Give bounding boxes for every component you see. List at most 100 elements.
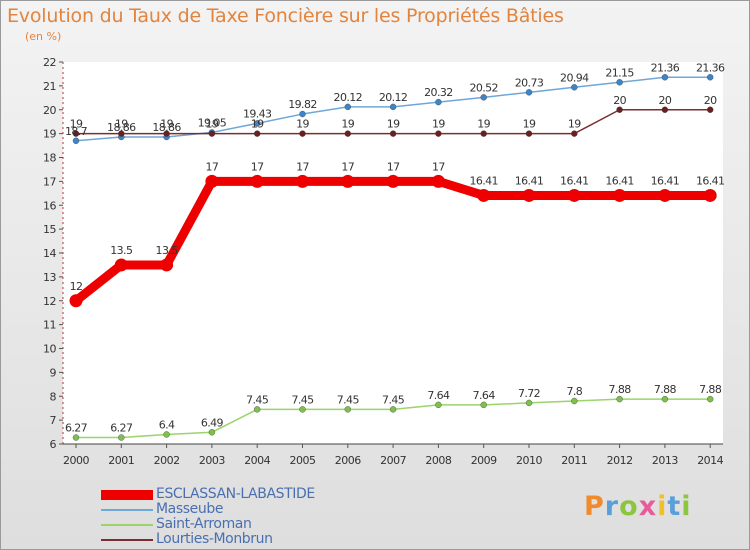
logo-letter: P	[584, 491, 605, 522]
data-point	[480, 130, 487, 137]
data-label: 19.82	[288, 98, 317, 111]
data-label: 20.52	[469, 81, 498, 94]
data-label: 16.41	[605, 174, 634, 187]
data-point	[525, 89, 533, 96]
data-point	[118, 434, 125, 441]
data-point	[296, 174, 309, 188]
series-masseube	[72, 74, 714, 144]
data-point	[72, 130, 80, 137]
x-tick-label: 2003	[199, 454, 225, 467]
data-point	[118, 130, 125, 137]
data-label: 7.8	[566, 385, 582, 398]
data-point	[389, 406, 397, 413]
data-point	[114, 258, 128, 272]
legend-label: Lourties-Monbrun	[156, 531, 273, 547]
data-label: 7.64	[427, 389, 450, 402]
y-tick-label: 21	[43, 80, 56, 93]
data-point	[344, 130, 351, 137]
data-label: 13.5	[110, 244, 133, 257]
data-label: 20	[704, 94, 717, 107]
data-point	[160, 258, 174, 272]
data-point	[616, 106, 623, 113]
data-point	[480, 94, 487, 101]
data-label: 19.05	[198, 116, 227, 129]
data-label: 20.32	[424, 86, 453, 99]
data-point	[435, 130, 442, 137]
data-point	[480, 401, 487, 409]
x-tick-label: 2001	[108, 454, 134, 467]
x-tick-label: 2004	[244, 454, 270, 467]
logo-letter: t	[667, 491, 682, 522]
data-label: 7.88	[699, 383, 722, 396]
data-point	[658, 188, 672, 202]
data-point	[435, 401, 442, 409]
data-point	[661, 106, 669, 113]
legend-swatch	[101, 490, 153, 500]
logo-letter: x	[638, 491, 658, 522]
data-point	[299, 130, 306, 137]
y-tick-label: 7	[50, 414, 57, 427]
data-point	[522, 188, 536, 202]
x-tick-label: 2013	[652, 454, 678, 467]
x-tick-label: 2000	[63, 454, 89, 467]
data-point	[208, 429, 216, 436]
data-point	[389, 130, 397, 137]
series-esclassan-labastide	[69, 174, 717, 308]
data-label: 20	[658, 94, 671, 107]
data-labels-layer: 18.7 18.86 18.86 19.05 19.43 19.82 20.12 20.12 2…	[65, 61, 726, 435]
data-point	[435, 98, 442, 106]
x-tick-label: 2010	[516, 454, 542, 467]
data-label: 7.45	[291, 393, 314, 406]
data-label: 18.86	[107, 121, 136, 134]
y-tick-label: 17	[43, 175, 56, 188]
x-tick-label: 2014	[697, 454, 723, 467]
data-point	[525, 399, 533, 407]
data-label: 6.27	[110, 422, 133, 435]
y-tick-label: 10	[43, 343, 56, 356]
data-label: 19	[432, 118, 445, 131]
data-label: 20.12	[379, 91, 408, 104]
data-point	[299, 110, 306, 118]
data-point	[254, 406, 261, 413]
data-point	[344, 406, 351, 413]
logo-letter: i	[657, 491, 668, 522]
data-label: 21.36	[651, 61, 680, 74]
data-label: 19	[251, 118, 264, 131]
series-layer	[69, 74, 717, 441]
data-label: 18.86	[152, 121, 181, 134]
x-tick-label: 2011	[561, 454, 587, 467]
data-label: 13.5	[156, 244, 179, 257]
data-label: 19	[387, 118, 400, 131]
y-tick-label: 18	[43, 152, 56, 165]
data-label: 17	[296, 160, 309, 173]
data-point	[703, 188, 717, 202]
x-tick-label: 2002	[154, 454, 180, 467]
x-tick-label: 2006	[335, 454, 361, 467]
y-axis-unit-label: (en %)	[25, 30, 62, 43]
data-point	[250, 174, 264, 188]
data-point	[571, 130, 578, 137]
legend-label: Saint-Arroman	[156, 516, 252, 532]
data-label: 7.64	[473, 389, 496, 402]
data-label: 20	[613, 94, 626, 107]
data-point	[707, 74, 714, 81]
data-point	[254, 120, 261, 127]
data-label: 6.27	[65, 422, 88, 435]
data-point	[254, 130, 261, 137]
series-saint-arroman	[72, 395, 714, 441]
data-label: 7.45	[246, 393, 269, 406]
data-label: 19.43	[243, 107, 272, 120]
data-label: 20.94	[560, 71, 589, 84]
x-tick-label: 2005	[290, 454, 316, 467]
data-point	[163, 130, 170, 137]
data-point	[571, 397, 578, 405]
data-point	[344, 103, 351, 111]
y-tick-label: 22	[43, 56, 56, 69]
data-label: 6.49	[201, 416, 224, 429]
legend-label: ESCLASSAN-LABASTIDE	[156, 486, 315, 502]
data-label: 19	[70, 118, 83, 131]
legend-swatch	[101, 524, 153, 526]
legend-label: Masseube	[156, 501, 224, 517]
data-label: 21.36	[696, 61, 725, 74]
y-tick-label: 9	[50, 366, 57, 379]
